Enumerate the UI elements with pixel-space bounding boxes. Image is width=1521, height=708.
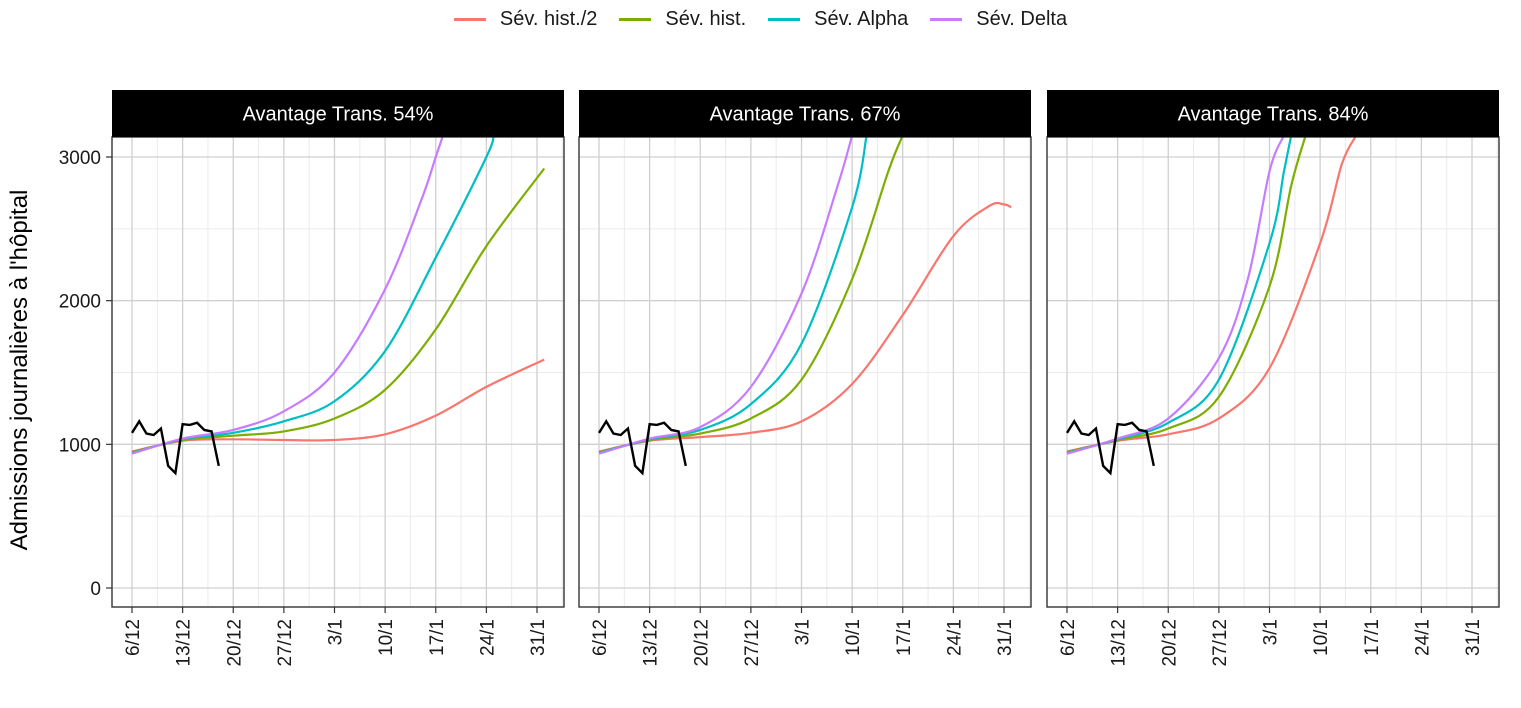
legend-key-sev-hist: [619, 18, 652, 21]
x-tick-label: 27/12: [1210, 619, 1231, 667]
y-tick-label: 3000: [59, 148, 101, 169]
facet-panel-1: 6/12 13/12 20/12 27/12 3/1 10/1 17/1 24/1 31/1 Av…: [111, 90, 565, 667]
x-tick-label: 17/1: [894, 619, 915, 656]
series-line-sev-delta: [598, 137, 853, 455]
observed-line: [130, 419, 220, 476]
series-line-sev-hist: [131, 167, 546, 454]
series-group: [130, 137, 546, 476]
series-line-sev-alpha: [131, 137, 495, 455]
legend-item-sev-delta: Sév. Delta: [930, 8, 1067, 31]
series-line-sev-hist-2: [598, 201, 1012, 453]
x-tick-label: 17/1: [1362, 619, 1383, 656]
x-tick-label: 20/12: [1159, 619, 1180, 667]
y-tick-label: 1000: [59, 435, 101, 456]
series-group: [1065, 137, 1357, 476]
facet-strip: [1047, 90, 1499, 137]
legend-key-sev-hist-half: [453, 18, 486, 21]
legend-item-sev-alpha: Sév. Alpha: [768, 8, 908, 31]
legend-key-sev-alpha: [768, 18, 801, 21]
x-tick-label: 3/1: [1261, 619, 1282, 645]
x-tick-label: 13/12: [174, 619, 195, 667]
x-tick-label: 24/1: [944, 619, 965, 656]
facet-panel-2: 6/12 13/12 20/12 27/12 3/1 10/1 17/1 24/1 31/1 Av…: [578, 90, 1032, 667]
legend-label: Sév. hist./2: [499, 8, 598, 30]
legend-label: Sév. hist.: [665, 8, 747, 30]
x-tick-label: 31/1: [1463, 619, 1484, 656]
facet-strip-label: Avantage Trans. 84%: [1178, 104, 1369, 126]
x-tick-label: 20/12: [224, 619, 245, 667]
facet-strip-label: Avantage Trans. 67%: [710, 104, 901, 126]
observed-line: [597, 419, 687, 476]
legend-label: Sév. Alpha: [814, 8, 909, 30]
y-tick-label: 2000: [59, 292, 101, 313]
x-tick-label: 10/1: [1311, 619, 1332, 656]
series-line-sev-hist-2: [131, 358, 545, 453]
x-tick-label: 3/1: [326, 619, 347, 645]
x-tick-label: 24/1: [1412, 619, 1433, 656]
x-tick-label: 31/1: [528, 619, 549, 656]
facet-panel-3: 6/12 13/12 20/12 27/12 3/1 10/1 17/1 24/1 31/1 Av…: [1046, 90, 1500, 667]
x-tick-label: 27/12: [275, 619, 296, 667]
x-tick-label: 10/1: [376, 619, 397, 656]
x-tick-label: 17/1: [427, 619, 448, 656]
x-tick-label: 24/1: [477, 619, 498, 656]
x-tick-label: 6/12: [123, 619, 144, 656]
x-tick-label: 10/1: [843, 619, 864, 656]
series-line-sev-delta: [131, 137, 444, 455]
facet-strip: [579, 90, 1031, 137]
series-line-sev-delta: [1066, 137, 1285, 455]
observed-line: [1065, 419, 1155, 476]
facet-strip-label: Avantage Trans. 54%: [243, 104, 434, 126]
series-line-sev-hist-2: [1066, 137, 1357, 453]
x-tick-label: 6/12: [590, 619, 611, 656]
legend-label: Sév. Delta: [976, 8, 1068, 30]
x-tick-label: 13/12: [1109, 619, 1130, 667]
x-tick-label: 6/12: [1058, 619, 1079, 656]
x-tick-label: 3/1: [793, 619, 814, 645]
x-tick-label: 13/12: [641, 619, 662, 667]
legend-item-sev-hist-half: Sév. hist./2: [453, 8, 598, 31]
legend: Sév. hist./2 Sév. hist. Sév. Alpha Sév. …: [0, 8, 1521, 31]
x-tick-label: 31/1: [995, 619, 1016, 656]
y-tick-label: 0: [90, 579, 101, 600]
legend-key-sev-delta: [930, 18, 963, 21]
x-tick-label: 27/12: [742, 619, 763, 667]
legend-item-sev-hist: Sév. hist.: [619, 8, 746, 31]
x-tick-label: 20/12: [691, 619, 712, 667]
facet-strip: [112, 90, 564, 137]
series-group: [597, 137, 1012, 476]
